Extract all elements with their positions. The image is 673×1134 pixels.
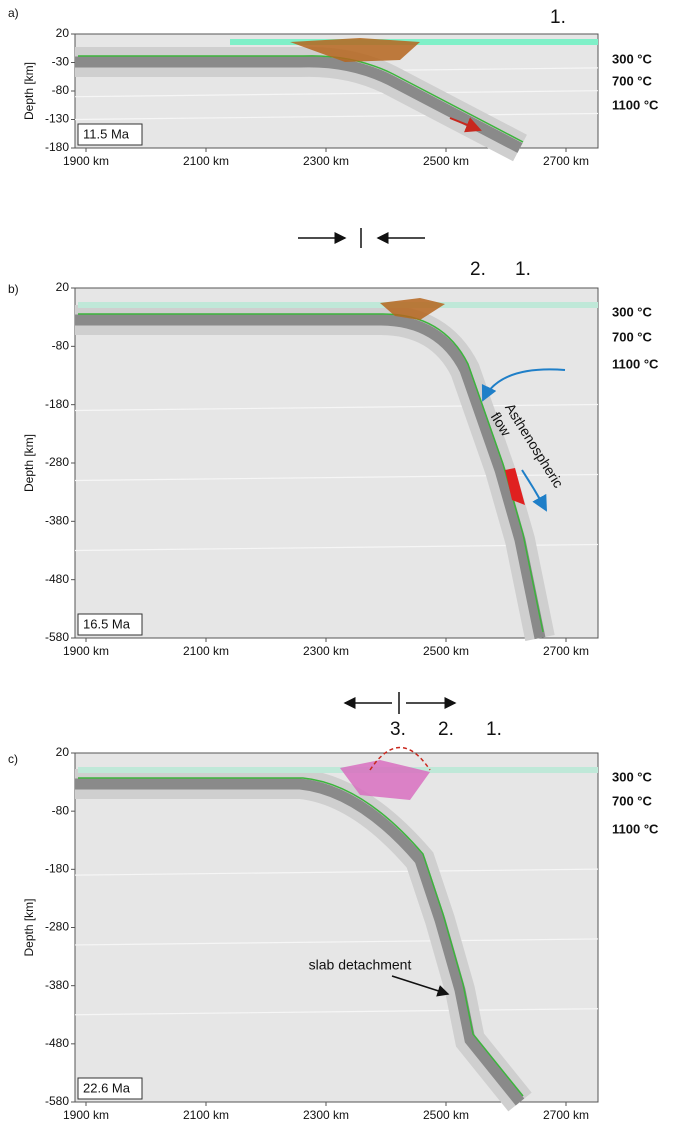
y-tick-label: -80 <box>52 339 70 353</box>
panel-label: c) <box>8 752 18 766</box>
y-axis-label: Depth [km] <box>22 898 36 956</box>
shear-arrow <box>449 117 482 133</box>
stage-marker: 1. <box>486 719 502 740</box>
x-tick-label: 2300 km <box>303 644 349 658</box>
stage-marker: 2. <box>470 259 486 280</box>
pointer-arrow <box>391 975 450 997</box>
x-tick-label: 2500 km <box>423 1108 469 1122</box>
stage-marker: 1. <box>550 7 566 28</box>
isotherm <box>74 403 599 412</box>
slab <box>75 56 523 153</box>
temperature-label: 1100 °C <box>612 356 659 371</box>
temperature-label: 300 °C <box>612 304 653 319</box>
temperature-label: 300 °C <box>612 769 653 784</box>
y-tick-label: -180 <box>45 862 69 876</box>
y-tick-label: -30 <box>52 55 70 69</box>
y-tick-label: 20 <box>56 280 70 294</box>
y-tick-label: -480 <box>45 572 69 586</box>
isotherm <box>74 938 599 946</box>
isotherm <box>74 868 599 876</box>
temperature-label: 1100 °C <box>612 821 659 836</box>
time-label: 16.5 Ma <box>83 616 131 631</box>
y-tick-label: -380 <box>45 514 69 528</box>
temperature-label: 1100 °C <box>612 97 659 112</box>
x-tick-label: 2300 km <box>303 154 349 168</box>
slab-top <box>78 777 524 1097</box>
slab <box>75 778 525 1106</box>
convergence-arrows <box>298 228 425 248</box>
y-tick-label: -580 <box>45 630 69 644</box>
x-tick-label: 2500 km <box>423 154 469 168</box>
isotherm <box>74 1008 599 1016</box>
sediment-wedge <box>380 298 445 320</box>
y-tick-label: -180 <box>45 140 69 154</box>
temperature-label: 700 °C <box>612 73 653 88</box>
y-tick-label: -130 <box>45 112 69 126</box>
x-tick-label: 2300 km <box>303 1108 349 1122</box>
flow-arrow <box>481 368 566 402</box>
flow-arrow <box>521 469 547 512</box>
panel-label: b) <box>8 282 19 296</box>
y-tick-label: -80 <box>52 83 70 97</box>
time-box <box>77 123 143 146</box>
y-tick-label: -280 <box>45 920 69 934</box>
stage-marker: 1. <box>515 259 531 280</box>
y-tick-label: -580 <box>45 1094 69 1108</box>
dashed-arc <box>369 746 431 771</box>
x-tick-label: 2700 km <box>543 644 589 658</box>
y-axis-label: Depth [km] <box>22 62 36 120</box>
x-tick-label: 1900 km <box>63 154 109 168</box>
x-tick-label: 1900 km <box>63 1108 109 1122</box>
stage-marker: 2. <box>438 719 454 740</box>
time-label: 11.5 Ma <box>83 126 130 141</box>
temperature-label: 700 °C <box>612 793 653 808</box>
sediment-wedge <box>290 38 420 62</box>
model-domain <box>74 752 599 1103</box>
x-tick-label: 2700 km <box>543 154 589 168</box>
y-tick-label: 20 <box>56 26 70 40</box>
red-slab-fragment <box>505 468 525 505</box>
slab-top <box>78 313 544 633</box>
isotherm <box>74 90 599 98</box>
extension-arrows <box>343 692 457 714</box>
slab <box>75 314 546 640</box>
time-label: 22.6 Ma <box>83 1080 131 1095</box>
time-box <box>77 1077 143 1100</box>
time-box <box>77 613 143 636</box>
temperature-label: 700 °C <box>612 329 653 344</box>
y-tick-label: -280 <box>45 455 69 469</box>
sediment-wedge <box>340 760 430 800</box>
temperature-label: 300 °C <box>612 51 653 66</box>
y-tick-label: -180 <box>45 397 69 411</box>
x-tick-label: 1900 km <box>63 644 109 658</box>
x-tick-label: 2100 km <box>183 1108 229 1122</box>
isotherm <box>74 112 599 121</box>
x-tick-label: 2100 km <box>183 154 229 168</box>
y-tick-label: -480 <box>45 1036 69 1050</box>
stage-marker: 3. <box>390 719 406 740</box>
y-axis-label: Depth [km] <box>22 434 36 492</box>
y-tick-label: -380 <box>45 978 69 992</box>
y-tick-label: 20 <box>56 745 70 759</box>
x-tick-label: 2100 km <box>183 644 229 658</box>
y-tick-label: -80 <box>52 803 70 817</box>
annotation: slab detachment <box>309 957 412 973</box>
x-tick-label: 2700 km <box>543 1108 589 1122</box>
x-tick-label: 2500 km <box>423 644 469 658</box>
panel-label: a) <box>8 6 19 20</box>
